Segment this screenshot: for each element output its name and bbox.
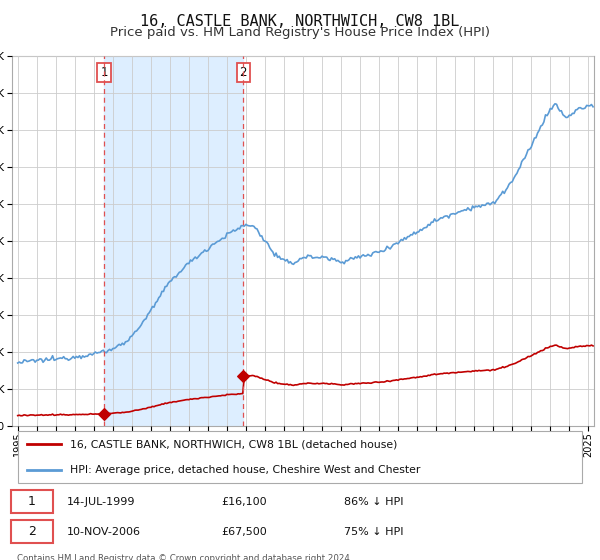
Text: £67,500: £67,500 [221,527,267,537]
Text: 75% ↓ HPI: 75% ↓ HPI [344,527,403,537]
Text: 2: 2 [239,66,247,79]
FancyBboxPatch shape [11,491,53,513]
Text: Price paid vs. HM Land Registry's House Price Index (HPI): Price paid vs. HM Land Registry's House … [110,26,490,39]
Text: 16, CASTLE BANK, NORTHWICH, CW8 1BL: 16, CASTLE BANK, NORTHWICH, CW8 1BL [140,14,460,29]
FancyBboxPatch shape [11,520,53,543]
Text: Contains HM Land Registry data © Crown copyright and database right 2024.
This d: Contains HM Land Registry data © Crown c… [17,554,352,560]
Text: 86% ↓ HPI: 86% ↓ HPI [344,497,403,507]
Point [238,371,248,380]
Point [99,409,109,418]
Text: 2: 2 [28,525,36,538]
Text: £16,100: £16,100 [221,497,267,507]
Text: HPI: Average price, detached house, Cheshire West and Chester: HPI: Average price, detached house, Ches… [70,465,421,475]
Text: 1: 1 [100,66,108,79]
Text: 14-JUL-1999: 14-JUL-1999 [67,497,136,507]
Bar [104,56,243,426]
Text: 10-NOV-2006: 10-NOV-2006 [67,527,141,537]
Text: 1: 1 [28,495,36,508]
Text: 16, CASTLE BANK, NORTHWICH, CW8 1BL (detached house): 16, CASTLE BANK, NORTHWICH, CW8 1BL (det… [70,439,398,449]
